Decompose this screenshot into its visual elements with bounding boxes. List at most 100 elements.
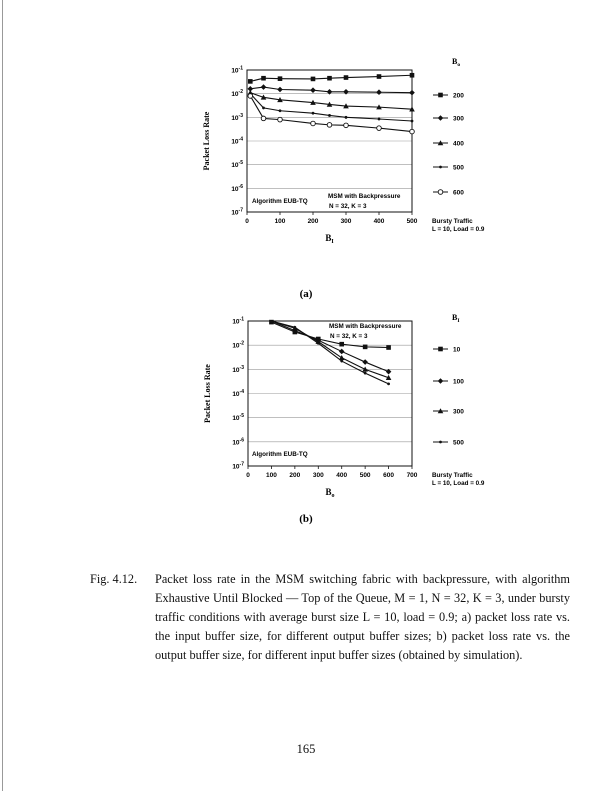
x-tick-label: 200 [289, 472, 300, 479]
data-point-10 [362, 344, 368, 350]
legend-marker-100 [437, 378, 444, 384]
series-line-500 [249, 93, 413, 122]
data-point-300 [343, 88, 349, 95]
x-tick-label: 700 [407, 472, 418, 479]
x-tick-label: 0 [246, 472, 250, 479]
data-point-200 [310, 76, 316, 82]
data-point-600 [260, 115, 267, 122]
y-tick-label: 10-3 [232, 365, 244, 374]
data-point-600 [409, 128, 415, 135]
x-tick-label: 100 [275, 218, 286, 225]
data-point-500 [387, 382, 390, 386]
data-point-500 [311, 111, 315, 115]
legend-marker-300 [437, 115, 444, 121]
series-line-10 [271, 321, 389, 349]
data-point-400 [343, 103, 349, 109]
data-point-300 [326, 88, 333, 95]
data-point-100 [385, 368, 392, 375]
series-line-400 [250, 92, 413, 110]
legend-label-100: 100 [453, 379, 464, 386]
data-point-100 [362, 359, 368, 365]
series-line-500 [271, 320, 389, 385]
data-point-600 [376, 125, 382, 131]
parameters-annotation: N = 32, K = 3 [330, 333, 368, 340]
x-tick-label: 600 [383, 472, 394, 479]
data-point-100 [338, 348, 345, 355]
x-tick-label: 200 [308, 218, 319, 225]
series-line-200 [250, 74, 413, 82]
data-point-500 [340, 359, 344, 363]
x-tick-label: 500 [407, 218, 418, 225]
legend-marker-200 [438, 92, 443, 98]
fabric-annotation: MSM with Backpressure [328, 193, 401, 200]
y-axis-label: Packet Loss Rate [203, 364, 212, 423]
data-point-600 [343, 122, 349, 129]
data-point-600 [247, 93, 254, 99]
data-point-600 [310, 120, 316, 127]
y-tick-label: 10-5 [231, 160, 243, 169]
data-point-400 [277, 97, 283, 103]
data-point-300 [260, 84, 267, 90]
data-point-300 [277, 86, 283, 93]
legend-label-500: 500 [453, 165, 464, 172]
y-tick-label: 10-3 [231, 113, 243, 122]
figure-caption: Fig. 4.12. Packet loss rate in the MSM s… [90, 570, 570, 665]
legend-marker-400 [437, 140, 444, 146]
plot-frame [246, 69, 413, 213]
y-tick-label: 10-7 [231, 208, 243, 217]
legend-marker-300 [437, 408, 444, 414]
traffic-note-title: Bursty Traffic [432, 218, 473, 225]
legend-title: BI [452, 313, 459, 324]
data-point-600 [277, 116, 283, 123]
panel-label: (a) [300, 288, 313, 300]
traffic-note-title: Bursty Traffic [432, 472, 473, 479]
data-point-500 [316, 341, 320, 345]
x-tick-label: 300 [313, 472, 324, 479]
legend-marker-600 [437, 189, 444, 195]
data-point-500 [377, 117, 381, 121]
data-point-300 [385, 374, 392, 381]
legend-label-300: 300 [453, 409, 464, 416]
data-point-200 [327, 75, 332, 81]
data-point-300 [362, 366, 368, 372]
series-line-300 [271, 320, 389, 379]
legend-marker-10 [438, 346, 443, 352]
legend-label-200: 200 [453, 93, 464, 100]
x-tick-label: 0 [245, 218, 249, 225]
data-point-200 [277, 76, 283, 81]
parameters-annotation: N = 32, K = 3 [329, 203, 367, 210]
chart-b: 10-1 10-2 10-3 10-4 10-5 10-6 10-70 100 200 300 40… [203, 313, 485, 525]
data-point-500 [363, 371, 367, 375]
y-tick-label: 10-4 [232, 389, 244, 398]
data-point-400 [376, 104, 382, 110]
y-tick-label: 10-5 [232, 413, 244, 422]
series-line-300 [250, 86, 413, 94]
legend-label-300: 300 [453, 116, 464, 123]
y-tick-label: 10-4 [231, 137, 243, 146]
x-tick-label: 500 [360, 472, 371, 479]
data-point-200 [409, 72, 415, 78]
data-point-400 [409, 106, 415, 112]
data-point-300 [247, 86, 254, 92]
y-tick-label: 10-2 [231, 89, 243, 98]
legend-title: Bo [452, 57, 460, 68]
data-point-300 [376, 89, 382, 96]
data-point-200 [248, 79, 253, 84]
x-axis-label: Bo [325, 487, 334, 499]
traffic-note-params: L = 10, Load = 0.9 [432, 480, 485, 487]
series-line-600 [249, 95, 413, 133]
y-axis-label: Packet Loss Rate [202, 111, 211, 170]
data-point-500 [278, 109, 282, 113]
data-point-10 [386, 345, 391, 350]
y-tick-label: 10-1 [231, 66, 243, 75]
legend-marker-500 [439, 165, 442, 169]
legend-label-400: 400 [453, 141, 464, 148]
algorithm-annotation: Algorithm EUB-TQ [252, 198, 308, 205]
chart-a: 10-1 10-2 10-3 10-4 10-5 10-6 10-70 100 200 300 40… [202, 57, 485, 300]
data-point-500 [410, 119, 414, 123]
x-tick-label: 400 [374, 218, 385, 225]
fabric-annotation: MSM with Backpressure [329, 323, 402, 330]
data-point-200 [343, 75, 349, 80]
page-number: 165 [296, 742, 316, 756]
x-axis-label: BI [325, 233, 334, 245]
